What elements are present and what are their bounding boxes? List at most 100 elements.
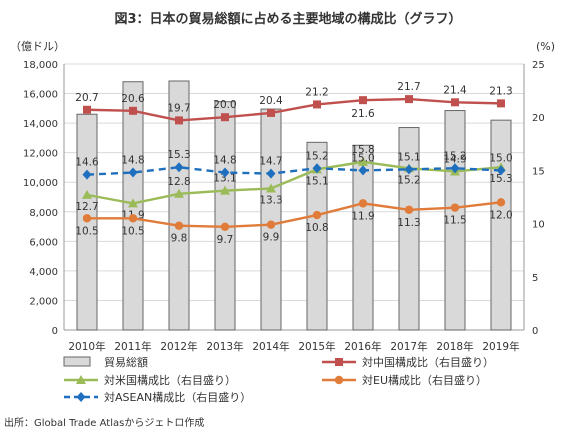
point-circle bbox=[128, 214, 138, 223]
data-label-square: 21.7 bbox=[397, 81, 420, 93]
right-tick-label: 15 bbox=[532, 166, 545, 177]
data-label-circle: 11.5 bbox=[443, 215, 466, 227]
data-label-square: 20.7 bbox=[75, 92, 98, 104]
legend-label: 対米国構成比（右目盛り） bbox=[104, 373, 236, 387]
data-label-triangle: 14.9 bbox=[443, 153, 466, 165]
data-label-diamond: 15.0 bbox=[489, 152, 512, 164]
series-line-square bbox=[86, 97, 502, 122]
left-tick-label: 6,000 bbox=[29, 237, 58, 248]
x-tick-label: 2012年 bbox=[160, 340, 197, 353]
point-circle bbox=[312, 210, 322, 220]
point-circle bbox=[174, 221, 184, 230]
series-line-circle bbox=[87, 201, 502, 228]
point-circle bbox=[82, 214, 92, 223]
left-tick-label: 18,000 bbox=[23, 60, 58, 71]
point-triangle bbox=[266, 183, 276, 193]
data-label-diamond: 15.3 bbox=[167, 149, 190, 161]
data-label-circle: 9.8 bbox=[171, 233, 188, 245]
left-tick-label: 16,000 bbox=[23, 90, 58, 101]
point-diamond bbox=[450, 163, 460, 174]
data-label-circle: 11.3 bbox=[397, 217, 420, 229]
point-diamond bbox=[404, 164, 414, 175]
data-label-diamond: 15.0 bbox=[351, 152, 374, 164]
x-tick-label: 2016年 bbox=[344, 340, 381, 353]
x-tick-label: 2017年 bbox=[390, 340, 427, 353]
bar-trade-total bbox=[352, 144, 374, 331]
point-square bbox=[221, 113, 229, 122]
right-tick-label: 10 bbox=[532, 220, 545, 231]
bar-trade-total bbox=[398, 127, 420, 331]
left-tick-label: 2,000 bbox=[29, 296, 58, 307]
x-tick-label: 2018年 bbox=[436, 340, 473, 353]
point-diamond bbox=[82, 169, 92, 180]
data-label-square: 21.4 bbox=[443, 84, 467, 96]
point-circle bbox=[358, 199, 368, 208]
data-label-triangle: 15.1 bbox=[305, 175, 328, 187]
point-square bbox=[405, 95, 413, 104]
data-label-triangle: 12.7 bbox=[75, 201, 98, 213]
data-label-square: 19.7 bbox=[167, 102, 190, 114]
x-tick-label: 2011年 bbox=[114, 340, 151, 353]
series-line-diamond bbox=[86, 165, 502, 176]
legend-marker bbox=[334, 375, 344, 385]
point-circle bbox=[220, 222, 230, 231]
data-label-triangle: 13.1 bbox=[213, 173, 236, 185]
point-diamond bbox=[220, 167, 230, 178]
left-axis-unit-label: （億ドル） bbox=[10, 40, 65, 53]
point-diamond bbox=[312, 163, 322, 174]
legend-swatch-bar bbox=[63, 356, 91, 367]
right-tick-label: 0 bbox=[532, 326, 538, 337]
legend-label: 対ASEAN構成比（右目盛り） bbox=[104, 390, 251, 404]
data-label-square: 21.3 bbox=[489, 85, 512, 97]
point-circle bbox=[450, 203, 460, 212]
legend-marker bbox=[76, 375, 86, 384]
left-tick-label: 12,000 bbox=[23, 149, 58, 160]
data-label-diamond: 14.8 bbox=[213, 155, 236, 167]
point-triangle bbox=[128, 198, 138, 208]
right-tick-label: 5 bbox=[532, 273, 538, 284]
data-label-triangle: 13.3 bbox=[259, 194, 282, 206]
legend-label: 対中国構成比（右目盛り） bbox=[362, 355, 494, 369]
x-tick-label: 2019年 bbox=[482, 340, 519, 353]
bar-trade-total bbox=[260, 108, 282, 331]
series-line-triangle bbox=[86, 160, 502, 205]
data-label-square: 21.6 bbox=[351, 108, 375, 120]
x-tick-label: 2013年 bbox=[206, 340, 243, 353]
point-diamond bbox=[496, 165, 506, 176]
data-label-square: 20.4 bbox=[259, 95, 283, 107]
legend-label: 対EU構成比（右目盛り） bbox=[362, 373, 487, 387]
right-axis-unit-label: (%) bbox=[536, 40, 555, 53]
data-label-circle: 11.9 bbox=[351, 210, 374, 222]
bar-trade-total bbox=[490, 119, 512, 331]
point-triangle bbox=[220, 185, 230, 195]
chart-title: 図3：日本の貿易総額に占める主要地域の構成比（グラフ） bbox=[114, 12, 462, 27]
data-label-circle: 10.5 bbox=[75, 225, 98, 237]
point-diamond bbox=[266, 168, 276, 179]
point-diamond bbox=[174, 162, 184, 173]
left-tick-label: 4,000 bbox=[29, 267, 58, 278]
point-circle bbox=[266, 220, 276, 229]
point-square bbox=[267, 108, 275, 117]
point-square bbox=[359, 96, 367, 105]
point-square bbox=[175, 116, 183, 125]
x-tick-label: 2014年 bbox=[252, 340, 289, 353]
data-label-diamond: 15.2 bbox=[305, 150, 328, 162]
legend-marker bbox=[76, 392, 86, 402]
data-label-circle: 12.0 bbox=[489, 209, 512, 221]
data-label-circle: 10.5 bbox=[121, 225, 144, 237]
left-tick-label: 8,000 bbox=[29, 208, 58, 219]
data-label-square: 20.0 bbox=[213, 99, 236, 111]
data-label-triangle: 15.3 bbox=[489, 173, 512, 185]
right-tick-label: 20 bbox=[532, 113, 545, 124]
bar-trade-total bbox=[306, 141, 328, 331]
bar-trade-total bbox=[444, 110, 466, 331]
data-label-diamond: 14.6 bbox=[75, 157, 99, 169]
point-triangle bbox=[82, 189, 92, 199]
data-label-diamond: 15.1 bbox=[397, 151, 420, 163]
point-triangle bbox=[174, 188, 184, 198]
data-label-triangle: 15.8 bbox=[351, 144, 374, 156]
data-label-diamond: 14.7 bbox=[259, 156, 282, 168]
left-tick-label: 10,000 bbox=[23, 178, 58, 189]
data-label-circle: 9.7 bbox=[217, 234, 234, 246]
